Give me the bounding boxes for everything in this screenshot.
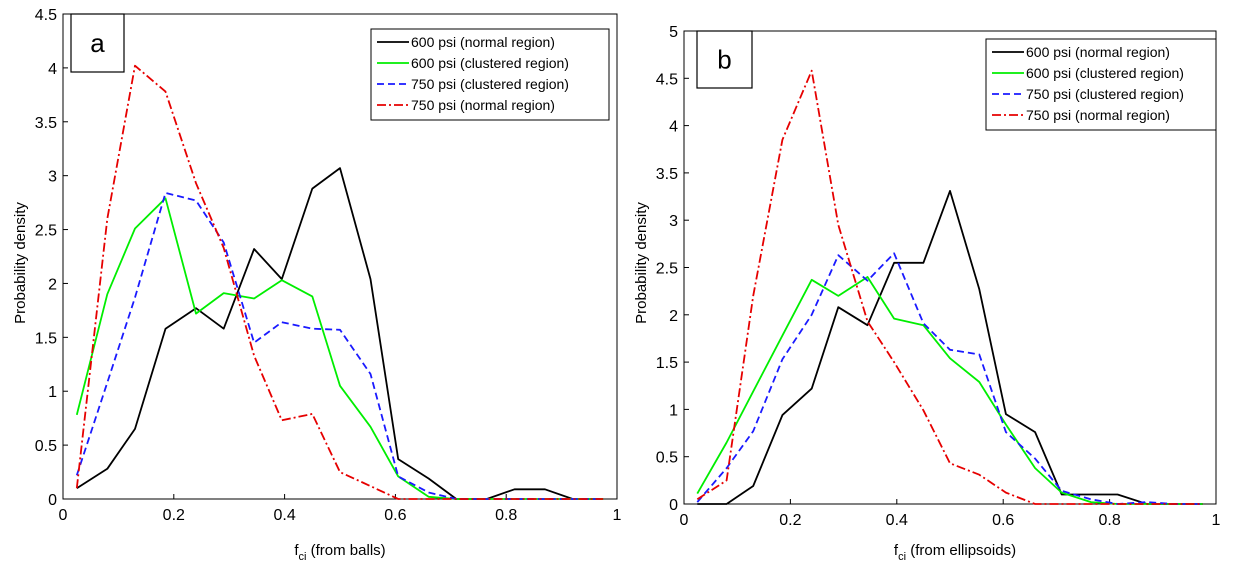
- legend-label: 600 psi (clustered region): [411, 55, 569, 71]
- series-line-3: [75, 191, 604, 500]
- series-line-4: [75, 64, 604, 500]
- y-tick-label: 2: [669, 308, 678, 325]
- panel-label-box: [696, 30, 753, 89]
- y-axis-label: Probability density: [633, 202, 650, 324]
- series-line-4: [696, 69, 1203, 505]
- y-tick-label: 3: [669, 213, 678, 230]
- y-tick-label: 0: [669, 497, 678, 514]
- panel-label: a: [90, 28, 105, 58]
- y-tick-label: 5: [669, 24, 678, 41]
- x-tick-label: 0.2: [779, 512, 801, 529]
- panel-label: b: [717, 45, 731, 75]
- series-line-3: [696, 252, 1203, 505]
- legend-label: 600 psi (normal region): [411, 34, 555, 50]
- y-tick-label: 3: [48, 169, 57, 186]
- y-tick-label: 2.5: [35, 223, 57, 240]
- x-tick-label: 0.8: [1098, 512, 1120, 529]
- legend-label: 750 psi (normal region): [411, 97, 555, 113]
- x-axis-label: fci (from balls): [294, 542, 385, 563]
- y-tick-label: 3.5: [35, 115, 57, 132]
- y-tick-label: 0: [48, 492, 57, 509]
- y-tick-label: 0.5: [656, 450, 678, 467]
- x-tick-label: 1: [613, 507, 622, 524]
- legend-label: 750 psi (clustered region): [1026, 86, 1184, 102]
- y-tick-label: 3.5: [656, 166, 678, 183]
- x-axis-label: fci (from ellipsoids): [894, 542, 1016, 563]
- legend: [370, 28, 610, 121]
- y-tick-label: 1.5: [656, 355, 678, 372]
- y-tick-label: 4.5: [35, 7, 57, 24]
- y-tick-label: 1: [669, 402, 678, 419]
- y-axis-label: Probability density: [12, 202, 29, 324]
- chart-panel-b: Probability density fci (from ellipsoids…: [633, 24, 1221, 563]
- x-tick-label: 0.8: [495, 507, 517, 524]
- y-tick-label: 4: [48, 61, 57, 78]
- x-tick-label: 0: [680, 512, 689, 529]
- series-line-1: [76, 167, 604, 500]
- x-tick-label: 1: [1212, 512, 1221, 529]
- y-tick-label: 0.5: [35, 438, 57, 455]
- chart-panel-a: Probability density fci (from balls) 0 0.…: [12, 7, 622, 563]
- x-tick-label: 0: [59, 507, 68, 524]
- y-tick-label: 1: [48, 384, 57, 401]
- panel-label-box: [70, 13, 125, 73]
- series-line-1: [697, 189, 1203, 505]
- x-tick-label: 0.6: [992, 512, 1014, 529]
- x-tick-label: 0.6: [384, 507, 406, 524]
- legend-label: 600 psi (clustered region): [1026, 65, 1184, 81]
- legend: [985, 38, 1217, 131]
- y-tick-label: 4: [669, 119, 678, 136]
- y-tick-label: 2.5: [656, 261, 678, 278]
- series-line-2: [696, 276, 1203, 505]
- legend-label: 750 psi (clustered region): [411, 76, 569, 92]
- y-tick-label: 4.5: [656, 71, 678, 88]
- x-tick-label: 0.4: [886, 512, 908, 529]
- legend-label: 750 psi (normal region): [1026, 107, 1170, 123]
- y-tick-label: 2: [48, 276, 57, 293]
- y-tick-label: 1.5: [35, 330, 57, 347]
- series-line-2: [75, 197, 604, 500]
- x-tick-label: 0.2: [163, 507, 185, 524]
- x-tick-label: 0.4: [273, 507, 295, 524]
- legend-label: 600 psi (normal region): [1026, 44, 1170, 60]
- plot-area: [62, 13, 618, 500]
